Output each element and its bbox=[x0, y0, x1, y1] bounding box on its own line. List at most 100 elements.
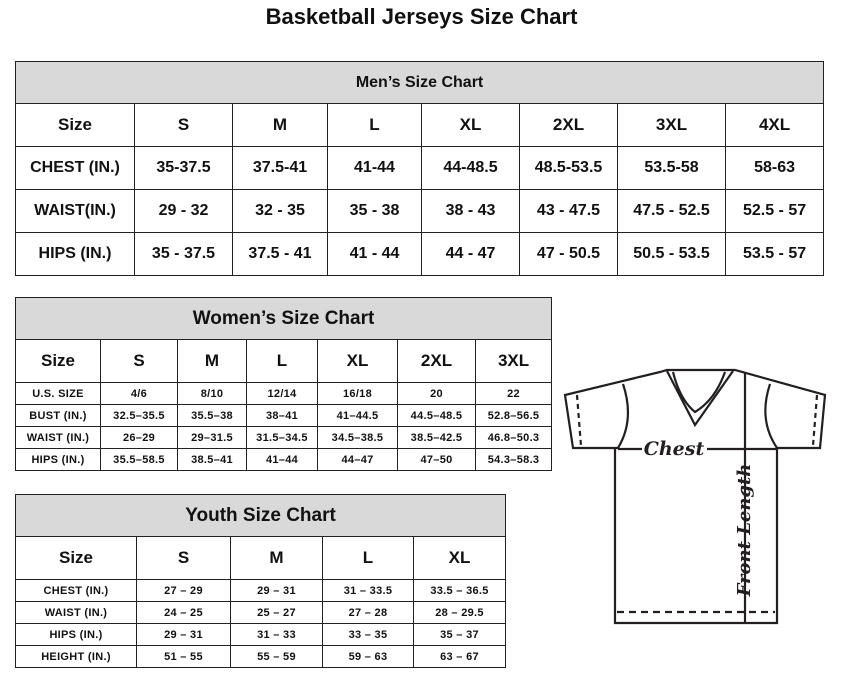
table-row: WAIST(IN.) 29 - 32 32 - 35 35 - 38 38 - 43 43… bbox=[15, 189, 825, 233]
size-header: XL bbox=[412, 536, 507, 580]
table-cell: 33 – 35 bbox=[322, 623, 414, 646]
size-header: 3XL bbox=[474, 339, 553, 383]
table-cell: 63 – 67 bbox=[412, 645, 507, 668]
table-cell: 47 - 50.5 bbox=[519, 232, 618, 276]
size-header: M bbox=[230, 536, 323, 580]
table-cell: 41–44.5 bbox=[317, 404, 398, 427]
size-header: 2XL bbox=[519, 103, 618, 147]
size-header: XL bbox=[421, 103, 520, 147]
table-cell: 38 - 43 bbox=[421, 189, 520, 233]
chest-label: Chest bbox=[644, 438, 705, 460]
mens-size-table: Men’s Size Chart Size S M L XL 2XL 3XL 4XL CHEST … bbox=[14, 61, 825, 276]
row-label: HIPS (IN.) bbox=[15, 448, 101, 471]
table-cell: 59 – 63 bbox=[322, 645, 414, 668]
table-cell: 31.5–34.5 bbox=[246, 426, 318, 449]
table-cell: 16/18 bbox=[317, 382, 398, 405]
table-cell: 41-44 bbox=[327, 146, 422, 190]
table-cell: 48.5-53.5 bbox=[519, 146, 618, 190]
youth-table-heading: Youth Size Chart bbox=[14, 494, 507, 537]
table-row: CHEST (IN.) 35-37.5 37.5-41 41-44 44-48.5 48.… bbox=[15, 146, 825, 190]
row-label: HIPS (IN.) bbox=[15, 623, 137, 646]
left-armhole bbox=[617, 383, 630, 449]
size-header: L bbox=[327, 103, 422, 147]
table-cell: 50.5 - 53.5 bbox=[617, 232, 726, 276]
page-title: Basketball Jerseys Size Chart bbox=[265, 4, 578, 29]
table-cell: 26–29 bbox=[100, 426, 178, 449]
table-cell: 29 - 32 bbox=[134, 189, 233, 233]
table-cell: 27 – 28 bbox=[322, 601, 414, 624]
size-label: Size bbox=[15, 339, 101, 383]
row-label: WAIST (IN.) bbox=[15, 426, 101, 449]
table-cell: 47.5 - 52.5 bbox=[617, 189, 726, 233]
row-label: CHEST (IN.) bbox=[15, 146, 135, 190]
youth-size-table: Youth Size Chart Size S M L XL CHEST (IN.) 27 –… bbox=[14, 494, 507, 668]
table-row: U.S. SIZE 4/6 8/10 12/14 16/18 20 22 bbox=[15, 382, 553, 405]
table-cell: 46.8–50.3 bbox=[474, 426, 553, 449]
size-header: L bbox=[322, 536, 414, 580]
table-cell: 38.5–41 bbox=[177, 448, 247, 471]
table-cell: 35.5–58.5 bbox=[100, 448, 178, 471]
row-label: BUST (IN.) bbox=[15, 404, 101, 427]
row-label: WAIST(IN.) bbox=[15, 189, 135, 233]
table-cell: 35.5–38 bbox=[177, 404, 247, 427]
table-cell: 27 – 29 bbox=[136, 579, 231, 602]
collar-outer bbox=[666, 370, 734, 428]
row-label: U.S. SIZE bbox=[15, 382, 101, 405]
size-header: M bbox=[232, 103, 328, 147]
table-cell: 12/14 bbox=[246, 382, 318, 405]
table-cell: 28 – 29.5 bbox=[412, 601, 507, 624]
table-cell: 52.5 - 57 bbox=[724, 189, 825, 233]
table-cell: 53.5-58 bbox=[617, 146, 726, 190]
collar-inner bbox=[671, 371, 727, 414]
table-cell: 35 – 37 bbox=[412, 623, 507, 646]
table-cell: 32 - 35 bbox=[232, 189, 328, 233]
table-cell: 31 – 33.5 bbox=[322, 579, 414, 602]
table-row: WAIST (IN.) 26–29 29–31.5 31.5–34.5 34.5–38.… bbox=[15, 426, 553, 449]
table-cell: 29 – 31 bbox=[230, 579, 323, 602]
table-cell: 41 - 44 bbox=[327, 232, 422, 276]
table-row: HEIGHT (IN.) 51 – 55 55 – 59 59 – 63 63 – 67 bbox=[15, 645, 507, 668]
row-label: CHEST (IN.) bbox=[15, 579, 137, 602]
jersey-diagram: Chest Front Length bbox=[563, 368, 827, 625]
table-cell: 44.5–48.5 bbox=[397, 404, 476, 427]
table-cell: 53.5 - 57 bbox=[724, 232, 825, 276]
right-armhole bbox=[764, 383, 778, 449]
table-cell: 8/10 bbox=[177, 382, 247, 405]
women-table-heading: Women’s Size Chart bbox=[14, 297, 553, 340]
size-label: Size bbox=[15, 103, 135, 147]
table-row: HIPS (IN.) 29 – 31 31 – 33 33 – 35 35 – 37 bbox=[15, 623, 507, 646]
table-cell: 52.8–56.5 bbox=[474, 404, 553, 427]
table-cell: 51 – 55 bbox=[136, 645, 231, 668]
table-cell: 47–50 bbox=[397, 448, 476, 471]
row-label: HEIGHT (IN.) bbox=[15, 645, 137, 668]
table-cell: 35 - 37.5 bbox=[134, 232, 233, 276]
size-header: L bbox=[246, 339, 318, 383]
size-header: 3XL bbox=[617, 103, 726, 147]
size-header: 4XL bbox=[724, 103, 825, 147]
table-cell: 37.5-41 bbox=[232, 146, 328, 190]
table-row: HIPS (IN.) 35.5–58.5 38.5–41 41–44 44–47 47–5… bbox=[15, 448, 553, 471]
size-header: S bbox=[134, 103, 233, 147]
table-row: WAIST (IN.) 24 – 25 25 – 27 27 – 28 28 – 29.… bbox=[15, 601, 507, 624]
table-cell: 37.5 - 41 bbox=[232, 232, 328, 276]
table-cell: 35-37.5 bbox=[134, 146, 233, 190]
table-cell: 44 - 47 bbox=[421, 232, 520, 276]
table-cell: 43 - 47.5 bbox=[519, 189, 618, 233]
table-cell: 25 – 27 bbox=[230, 601, 323, 624]
table-cell: 29–31.5 bbox=[177, 426, 247, 449]
table-cell: 44-48.5 bbox=[421, 146, 520, 190]
size-label: Size bbox=[15, 536, 137, 580]
table-cell: 29 – 31 bbox=[136, 623, 231, 646]
table-cell: 55 – 59 bbox=[230, 645, 323, 668]
table-cell: 4/6 bbox=[100, 382, 178, 405]
table-cell: 54.3–58.3 bbox=[474, 448, 553, 471]
front-length-label: Front Length bbox=[734, 464, 755, 598]
table-cell: 35 - 38 bbox=[327, 189, 422, 233]
left-sleeve-dashed bbox=[575, 394, 583, 447]
row-label: WAIST (IN.) bbox=[15, 601, 137, 624]
table-cell: 31 – 33 bbox=[230, 623, 323, 646]
jersey-outline bbox=[563, 368, 827, 625]
size-header: S bbox=[136, 536, 231, 580]
table-row: HIPS (IN.) 35 - 37.5 37.5 - 41 41 - 44 44 - … bbox=[15, 232, 825, 276]
table-cell: 41–44 bbox=[246, 448, 318, 471]
